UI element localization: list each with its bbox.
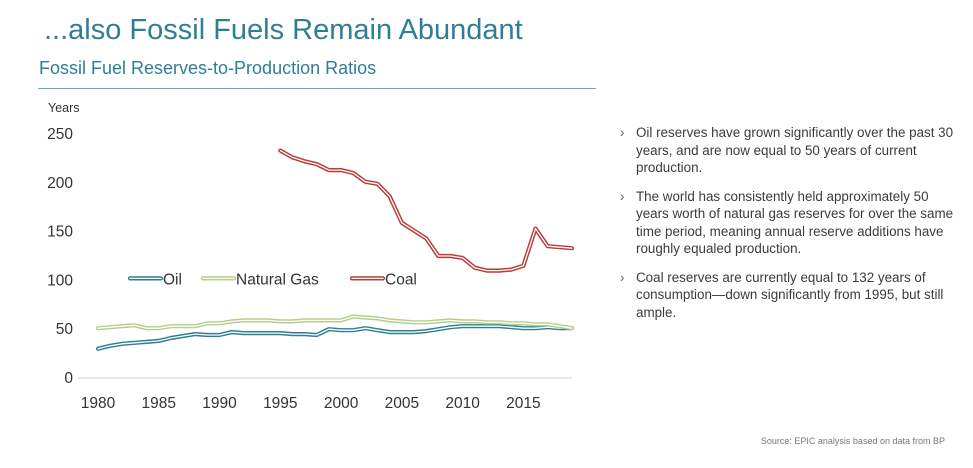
- bullet-text: The world has consistently held approxim…: [636, 188, 954, 257]
- reserves-chart: Years 0 50 100 150 200 250 1980 1985 1990 1995 20…: [47, 101, 575, 412]
- bullet-text: Oil reserves have grown significantly ov…: [636, 125, 954, 175]
- x-tick-label: 2005: [385, 395, 419, 412]
- series-line-natural-gas-core: [97, 315, 573, 329]
- y-tick-label: 50: [56, 321, 74, 338]
- series-line-oil-core: [97, 325, 573, 350]
- x-tick-label: 1985: [142, 395, 176, 412]
- legend: Oil Natural Gas Coal: [127, 271, 417, 288]
- bullet-text: Coal reserves are currently equal to 132…: [636, 269, 944, 320]
- y-axis-ticks: 0 50 100 150 200 250: [47, 126, 73, 387]
- page-subtitle: Fossil Fuel Reserves-to-Production Ratio…: [39, 58, 377, 78]
- x-tick-label: 1995: [263, 395, 297, 412]
- y-tick-label: 0: [64, 370, 73, 387]
- bullet-natural-gas: › The world has consistently held approxi…: [620, 188, 955, 258]
- bullet-arrow-icon: ›: [620, 125, 625, 140]
- x-tick-label: 2010: [445, 395, 480, 412]
- title-divider: [38, 88, 596, 89]
- source-note: Source: EPIC analysis based on data from…: [760, 436, 945, 446]
- bullet-arrow-icon: ›: [620, 188, 625, 204]
- page-title: ...also Fossil Fuels Remain Abundant: [44, 14, 523, 46]
- commentary-list: › Oil reserves have grown significantly o…: [620, 124, 955, 332]
- x-tick-label: 2000: [324, 395, 359, 412]
- bullet-oil: › Oil reserves have grown significantly o…: [620, 124, 955, 177]
- x-tick-label: 2015: [506, 395, 540, 412]
- y-tick-label: 100: [47, 272, 73, 289]
- y-tick-label: 200: [47, 175, 73, 192]
- series-line-coal-core: [279, 149, 573, 272]
- y-tick-label: 250: [47, 126, 73, 143]
- legend-label-natural-gas: Natural Gas: [236, 271, 319, 288]
- y-axis-label: Years: [48, 101, 80, 115]
- y-tick-label: 150: [47, 224, 73, 241]
- bullet-arrow-icon: ›: [620, 269, 625, 285]
- legend-label-oil: Oil: [163, 271, 182, 288]
- x-tick-label: 1980: [81, 395, 116, 412]
- bullet-coal: › Coal reserves are currently equal to 13…: [620, 269, 955, 322]
- x-axis-ticks: 1980 1985 1990 1995 2000 2005 2010 2015: [81, 395, 541, 412]
- legend-label-coal: Coal: [385, 271, 417, 288]
- x-tick-label: 1990: [202, 395, 237, 412]
- series-lines: [95, 148, 575, 351]
